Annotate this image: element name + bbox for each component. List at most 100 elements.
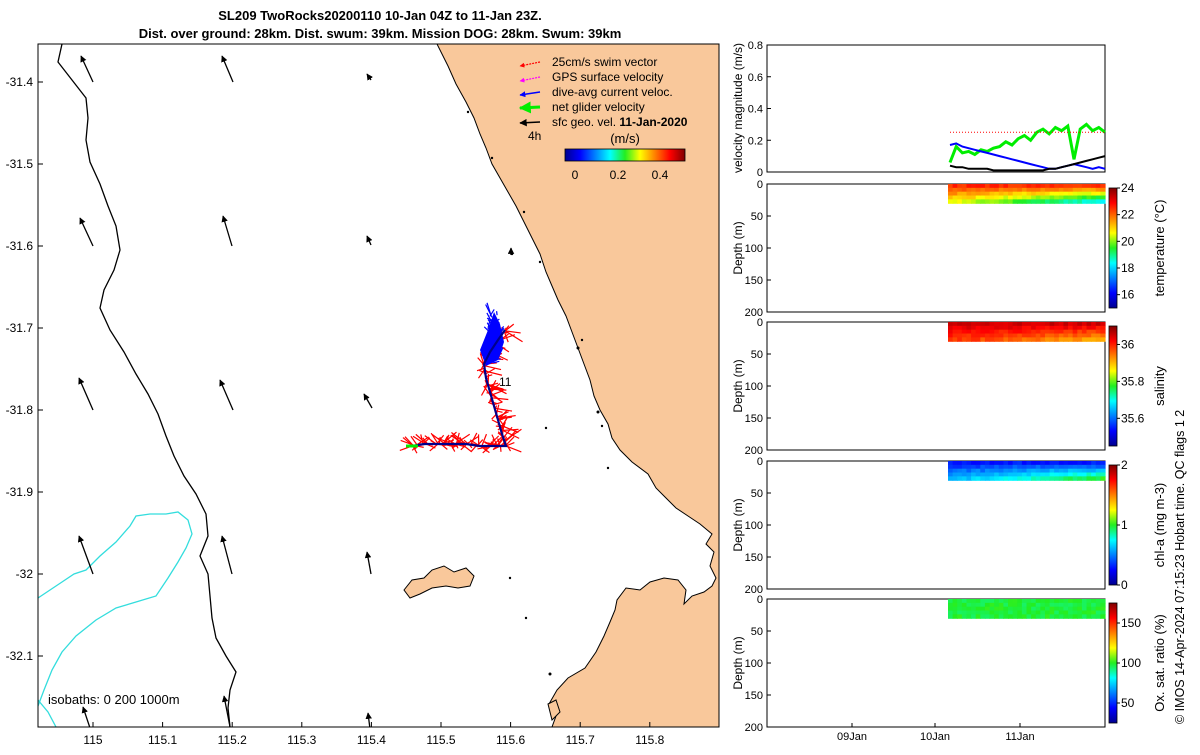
profile-cell [1003,184,1008,188]
profile-cell [999,469,1004,473]
legend-dive-avg: dive-avg current veloc. [552,85,673,99]
profile-cell [1087,603,1092,607]
title-line-2: Dist. over ground: 28km. Dist. swum: 39k… [139,26,622,41]
colorbar-tick-label: 22 [1121,208,1135,222]
profile-cell [999,199,1004,203]
profile-cell [1091,322,1096,326]
profile-cell [971,334,976,338]
profile-cell [1036,337,1041,341]
colorbar-tick-label: 36 [1121,337,1135,351]
profile-cell [1068,330,1073,334]
profile-cell [1050,476,1055,480]
profile-cell [1073,192,1078,196]
profile-cell [990,476,995,480]
profile-cell [1096,607,1101,611]
profile-cell [999,611,1004,615]
profile-cell [1031,465,1036,469]
profile-cell [976,188,981,192]
profile-cell [985,469,990,473]
profile-cell [1036,326,1041,330]
profile-cell [1022,465,1027,469]
profile-ytick-label: 0 [757,594,763,606]
profile-cell [990,199,995,203]
profile-cell [999,326,1004,330]
profile-cell [1045,199,1050,203]
profile-cell [966,192,971,196]
profile-cell [1091,614,1096,618]
profile-cell [957,188,962,192]
profile-cell [994,337,999,341]
profile-cell [994,326,999,330]
profile-cell [957,184,962,188]
profile-cell [1063,334,1068,338]
profile-cell [1008,326,1013,330]
profile-cell [1054,188,1059,192]
profile-cell [962,614,967,618]
profile-cell [966,188,971,192]
profile-cell [1045,614,1050,618]
profile-cell [957,469,962,473]
profile-cell [962,337,967,341]
profile-cell [980,614,985,618]
profile-cell [1082,192,1087,196]
profile-cell [1031,188,1036,192]
profile-cell [980,196,985,200]
profile-cell [1008,330,1013,334]
profile-cell [1063,184,1068,188]
profile-cell [999,476,1004,480]
profile-ylabel: Depth (m) [731,359,745,412]
profile-cell [1031,611,1036,615]
profile-cell [1017,326,1022,330]
profile-cell [1096,614,1101,618]
profile-cell [1087,469,1092,473]
profile-cell [1027,461,1032,465]
profile-cell [1096,337,1101,341]
profile-cell [1017,461,1022,465]
profile-cell [980,334,985,338]
map-xtick-label: 115.2 [218,733,247,747]
profile-cell [962,476,967,480]
profile-cell [1096,476,1101,480]
profile-cell [1045,326,1050,330]
profile-cell [1050,184,1055,188]
colorbar-label: temperature (°C) [1152,200,1167,297]
profile-cell [1096,188,1101,192]
profile-cell [999,330,1004,334]
profile-cell [1008,337,1013,341]
profile-cell [953,599,958,603]
profile-cell [1013,199,1018,203]
profile-cell [1040,322,1045,326]
velocity-axes [767,45,1105,172]
profile-cell [1031,326,1036,330]
profile-cell [980,330,985,334]
profile-cell [948,199,953,203]
profile-cell [1096,322,1101,326]
profile-cell [1036,614,1041,618]
profile-cell [1008,322,1013,326]
profile-cell [1073,469,1078,473]
profile-cell [971,196,976,200]
profile-cell [966,611,971,615]
profile-cell [953,337,958,341]
profile-cell [1027,465,1032,469]
profile-cell [1040,199,1045,203]
profile-cell [1087,199,1092,203]
profile-cell [966,465,971,469]
profile-cell [1068,614,1073,618]
profile-cell [1031,199,1036,203]
profile-cell [994,465,999,469]
profile-cell [994,461,999,465]
profile-cell [962,196,967,200]
profile-cell [1050,473,1055,477]
profile-cell [971,326,976,330]
profile-cell [1036,469,1041,473]
profile-cell [1077,473,1082,477]
profile-cell [1017,330,1022,334]
profile-cell [1091,607,1096,611]
profile-cell [994,188,999,192]
profile-cell [1036,188,1041,192]
date-tick-label: 10Jan [920,731,950,743]
profile-cell [1008,473,1013,477]
profile-cell [1022,199,1027,203]
profile-cell [1100,184,1105,188]
